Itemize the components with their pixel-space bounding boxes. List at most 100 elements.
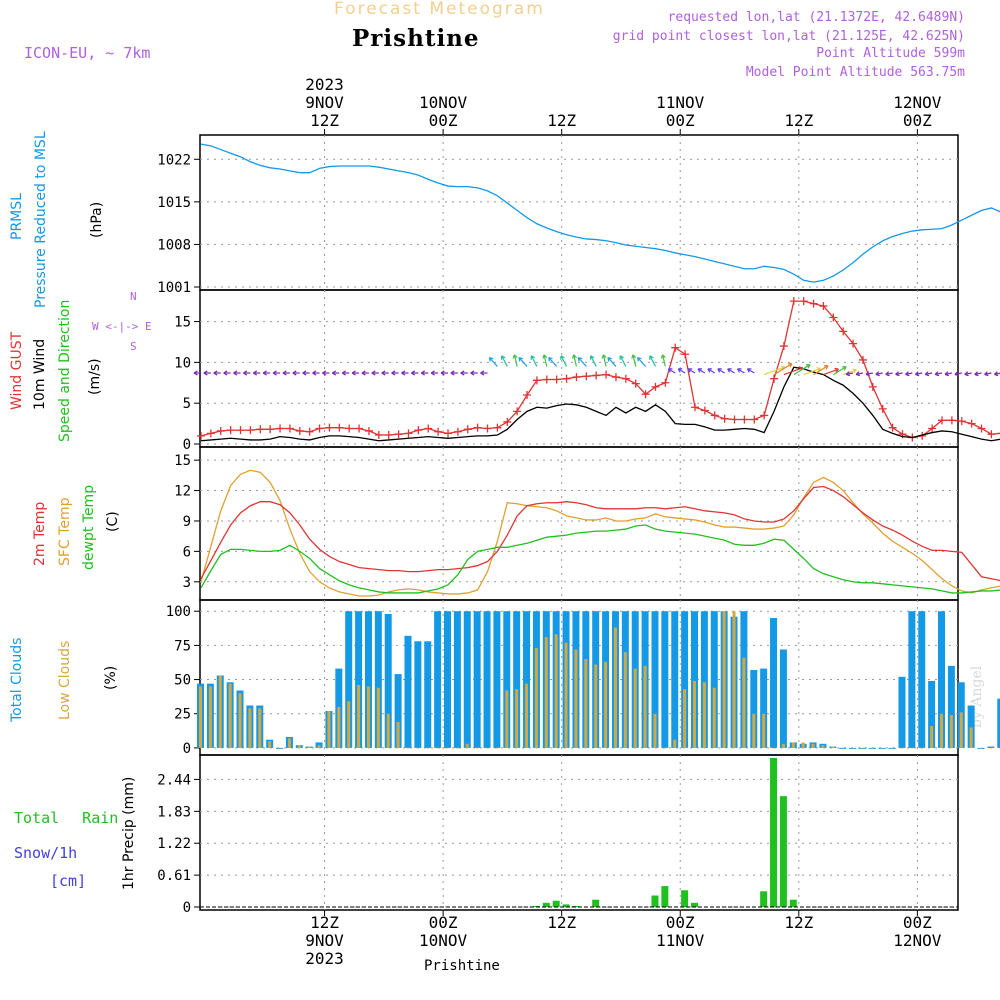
gust-line-point xyxy=(532,376,541,385)
super-title: Forecast Meteogram xyxy=(334,0,545,19)
low-cloud-bar xyxy=(199,686,202,748)
rain-bar xyxy=(542,902,550,907)
wind-arrow xyxy=(649,355,657,367)
y-tick-label: 1015 xyxy=(157,195,191,211)
wind-arrow-head xyxy=(805,364,811,369)
wind-arrow-head xyxy=(213,370,218,376)
gust-line-point xyxy=(493,423,502,432)
total-cloud-bar xyxy=(770,618,778,748)
wind-arrow xyxy=(513,354,518,367)
low-cloud-bar xyxy=(297,745,301,748)
low-cloud-bar xyxy=(327,710,331,748)
gust-line-point xyxy=(424,424,433,433)
wind-arrow xyxy=(619,355,627,367)
y-tick-label: 75 xyxy=(174,638,191,654)
wind-arrow-head xyxy=(440,370,445,376)
top-axis-label: 00Z xyxy=(428,111,458,130)
wind-arrow xyxy=(773,363,793,376)
gust-line-point xyxy=(197,431,205,440)
gust-line-point xyxy=(611,373,620,382)
wind-arrow-head xyxy=(450,370,455,376)
total-cloud-bar xyxy=(483,611,491,748)
wind-arrow xyxy=(632,354,637,367)
wind-arrow-head xyxy=(944,371,949,377)
low-cloud-bar xyxy=(683,689,687,748)
wind-arrow-head xyxy=(697,368,703,373)
gust-line-point xyxy=(878,404,887,413)
low-cloud-bar xyxy=(258,708,262,748)
total-cloud-bar xyxy=(384,613,392,748)
gust-line-point xyxy=(631,379,640,388)
top-axis-label: 12Z xyxy=(547,111,577,130)
y-tick-label: 3 xyxy=(183,575,191,591)
wind-arrow xyxy=(984,372,992,375)
wind-arrow xyxy=(855,372,864,375)
low-cloud-bar xyxy=(525,683,529,748)
wind-arrow-head xyxy=(302,370,307,376)
low-cloud-bar xyxy=(505,690,509,748)
y-tick-label: 6 xyxy=(183,544,191,560)
panel-frame xyxy=(199,446,959,601)
rain-bar xyxy=(552,900,560,907)
bottom-axis-label: 11NOV xyxy=(656,931,705,950)
bottom-axis-label: 00Z xyxy=(665,913,695,932)
y-tick-label: 9 xyxy=(183,514,191,530)
wind-arrow xyxy=(707,368,716,374)
wind-arrow xyxy=(925,372,933,375)
total-cloud-bar xyxy=(651,611,659,748)
gust-line-point xyxy=(819,302,828,311)
wind-arrow-head xyxy=(233,370,238,376)
gust-line-point xyxy=(987,430,996,439)
wind-arrow xyxy=(885,372,893,375)
gust-line-point xyxy=(572,373,581,382)
low-cloud-bar xyxy=(860,747,864,749)
wind-arrow-head xyxy=(252,370,258,376)
low-cloud-bar xyxy=(376,687,380,748)
low-cloud-bar xyxy=(673,739,677,748)
gust-line-point xyxy=(374,431,383,440)
total-cloud-bar xyxy=(493,611,501,748)
gust-line-point xyxy=(513,407,522,416)
gust-line-point xyxy=(621,374,630,383)
wind-arrow-head xyxy=(607,356,612,362)
gust-line-point xyxy=(770,374,779,383)
low-cloud-bar xyxy=(623,652,627,748)
y-tick-label: 100 xyxy=(166,604,191,620)
low-cloud-bar xyxy=(841,747,845,749)
gust-line-point xyxy=(691,403,699,412)
wind-arrow-head xyxy=(746,368,752,373)
temp2m-line xyxy=(200,485,1000,582)
low-cloud-bar xyxy=(564,642,568,748)
wind-arrow xyxy=(763,366,786,376)
low-cloud-bar xyxy=(890,747,894,749)
wind-arrow-head xyxy=(470,370,475,376)
total-cloud-bar xyxy=(374,611,382,748)
wind-arrow-head xyxy=(865,371,870,377)
wind-arrow xyxy=(915,372,923,375)
low-cloud-bar xyxy=(455,747,459,749)
low-cloud-bar xyxy=(515,689,519,748)
gust-line-point xyxy=(888,423,897,432)
total-cloud-bar xyxy=(513,611,521,748)
wind-arrow xyxy=(590,355,597,367)
gust-line-point xyxy=(868,382,877,391)
wind-arrow xyxy=(727,368,735,374)
low-cloud-bar xyxy=(426,747,430,749)
top-axis-label: 12Z xyxy=(784,111,814,130)
total-cloud-bar xyxy=(997,698,1000,748)
low-cloud-bar xyxy=(495,747,499,749)
low-cloud-bar xyxy=(653,713,657,748)
wind-arrow-head xyxy=(631,354,637,359)
top-axis-label: 00Z xyxy=(665,111,695,130)
low-cloud-bar xyxy=(949,715,953,748)
gust-line-point xyxy=(325,423,334,432)
gust-line-point xyxy=(315,424,324,433)
compass-we: W <-|-> E xyxy=(92,320,152,333)
low-cloud-bar xyxy=(910,747,914,749)
wind-arrow xyxy=(662,354,666,367)
y-tick-label: 5 xyxy=(183,396,191,412)
wind-arrow xyxy=(543,354,548,367)
gust-line-point xyxy=(414,426,423,435)
gust-line-point xyxy=(592,371,601,380)
bottom-axis-label: 10NOV xyxy=(419,931,468,950)
